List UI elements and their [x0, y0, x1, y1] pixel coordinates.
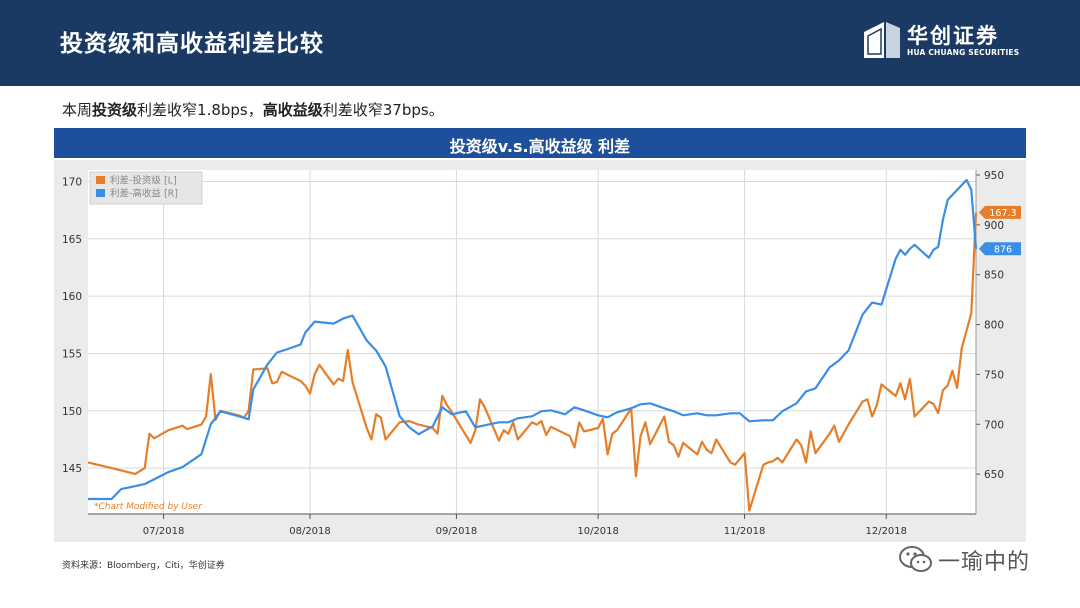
header-bar: 投资级和高收益利差比较 华创证券 HUA CHUANG SECURITIES — [0, 0, 1080, 86]
y-left-tick-label: 160 — [62, 291, 82, 303]
source-note: 资料来源：Bloomberg，Citi，华创证券 — [62, 561, 225, 571]
last-value-marker — [979, 205, 1021, 219]
company-logo: 华创证券 HUA CHUANG SECURITIES — [862, 19, 1022, 63]
logo-name-cn: 华创证券 — [907, 24, 999, 48]
page-title: 投资级和高收益利差比较 — [60, 31, 324, 57]
summary-part: 利差收窄37bps。 — [322, 101, 444, 119]
last-value-label: 876 — [994, 244, 1012, 255]
chart-title: 投资级v.s.高收益级 利差 — [449, 137, 631, 156]
summary-text: 本周投资级利差收窄1.8bps，高收益级利差收窄37bps。 — [62, 99, 444, 120]
y-right-tick-label: 650 — [984, 469, 1004, 481]
wechat-icon — [899, 546, 932, 572]
series-line-investment-grade — [87, 212, 978, 512]
chart-title-bar: 投资级v.s.高收益级 利差 — [54, 128, 1026, 158]
x-tick-label: 11/2018 — [724, 526, 766, 537]
y-right-tick-label: 850 — [984, 270, 1004, 282]
y-left-tick-label: 145 — [62, 463, 82, 475]
plot-background — [88, 170, 976, 514]
y-left-tick-label: 155 — [62, 348, 82, 360]
chart-note: *Chart Modified by User — [94, 502, 203, 512]
summary-emphasis: 投资级 — [92, 101, 138, 119]
series-line-high-yield — [88, 178, 978, 501]
logo-name-en: HUA CHUANG SECURITIES — [907, 48, 1020, 57]
summary-part: 本周 — [62, 101, 93, 119]
legend-label: 利差-高收益 [R] — [110, 188, 178, 200]
y-right-tick-label: 950 — [984, 170, 1004, 182]
chart-area: 07/2018 08/2018 09/2018 10/2018 11/2018 12/20… — [54, 160, 1026, 542]
legend-label: 利差-投资级 [L] — [110, 175, 177, 187]
y-right-tick-label: 900 — [984, 220, 1004, 232]
summary-part: 利差收窄1.8bps， — [137, 101, 263, 119]
y-right-tick-label: 700 — [984, 419, 1004, 431]
watermark-text: 一瑜中的 — [938, 550, 1031, 575]
x-tick-label: 09/2018 — [436, 526, 478, 537]
y-right-tick-label: 800 — [984, 320, 1004, 332]
x-tick-label: 12/2018 — [865, 526, 907, 537]
y-left-tick-label: 170 — [62, 176, 82, 188]
y-left-tick-label: 150 — [62, 406, 82, 418]
last-value-label: 167.3 — [989, 208, 1016, 219]
summary-emphasis: 高收益级 — [262, 101, 323, 119]
x-tick-label: 10/2018 — [577, 526, 619, 537]
y-right-tick-label: 750 — [984, 369, 1004, 381]
x-tick-label: 07/2018 — [143, 526, 185, 537]
logo-mark-icon — [864, 22, 900, 58]
legend-box — [89, 171, 203, 205]
x-tick-label: 08/2018 — [289, 526, 331, 537]
y-left-tick-label: 165 — [62, 234, 82, 246]
legend-swatch — [96, 189, 105, 197]
last-value-marker — [979, 242, 1021, 256]
legend-swatch — [96, 176, 105, 184]
spread-chart: 07/2018 08/2018 09/2018 10/2018 11/2018 12/20… — [62, 170, 1021, 537]
